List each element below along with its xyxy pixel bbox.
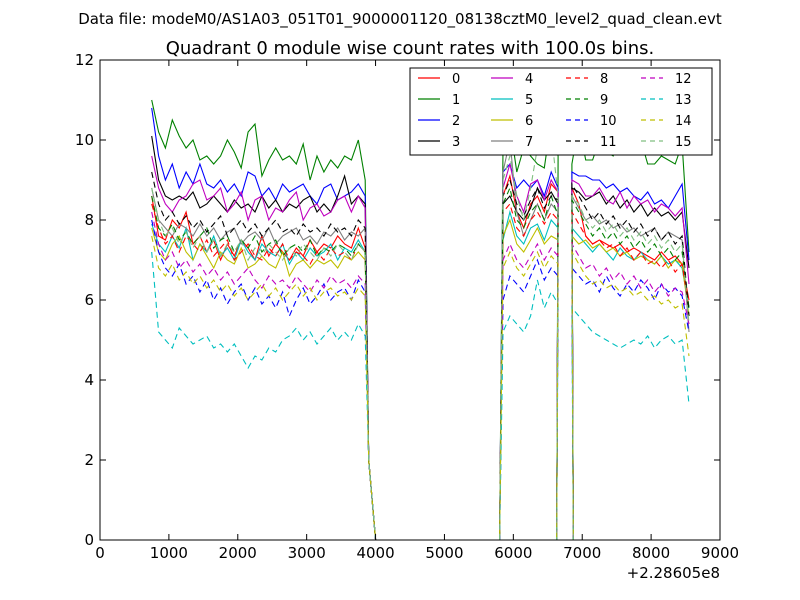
legend-label-0: 0 (452, 72, 460, 87)
y-tick-label-3: 6 (84, 291, 94, 309)
x-tick-label-1: 1000 (150, 544, 188, 562)
legend-label-5: 5 (525, 93, 533, 108)
legend-label-9: 9 (600, 93, 608, 108)
y-tick-label-2: 4 (84, 371, 94, 389)
series-line-6 (151, 218, 690, 541)
x-axis: 0 1000 2000 3000 4000 5000 6000 7000 8000 9000 (95, 60, 739, 562)
x-tick-label-3: 3000 (288, 544, 326, 562)
legend-label-14: 14 (675, 114, 692, 129)
series-line-10 (151, 219, 690, 541)
series-line-11 (151, 171, 690, 541)
chart-title: Quadrant 0 module wise count rates with … (166, 38, 655, 59)
x-tick-label-4: 4000 (356, 544, 394, 562)
legend-label-8: 8 (600, 72, 608, 87)
legend-label-6: 6 (525, 114, 533, 129)
series-line-4 (151, 155, 690, 541)
series-line-5 (151, 209, 690, 541)
x-tick-label-0: 0 (95, 544, 105, 562)
series-line-1 (151, 99, 690, 541)
x-tick-label-9: 9000 (701, 544, 739, 562)
legend-label-13: 13 (675, 93, 692, 108)
x-tick-label-5: 5000 (425, 544, 463, 562)
x-tick-label-8: 8000 (632, 544, 670, 562)
series-line-7 (151, 139, 690, 541)
y-tick-label-4: 8 (84, 211, 94, 229)
x-tick-label-7: 7000 (563, 544, 601, 562)
y-tick-label-1: 2 (84, 451, 94, 469)
y-tick-label-0: 0 (84, 531, 94, 549)
legend-label-7: 7 (525, 135, 533, 150)
series-line-2 (151, 107, 690, 541)
series-line-13 (151, 251, 690, 541)
series-line-3 (151, 135, 690, 541)
x-tick-label-2: 2000 (219, 544, 257, 562)
legend-label-1: 1 (452, 93, 460, 108)
plot-lines (151, 99, 690, 541)
legend-label-10: 10 (600, 114, 617, 129)
series-line-12 (151, 211, 690, 541)
series-line-14 (151, 235, 690, 541)
legend-label-4: 4 (525, 72, 533, 87)
series-line-15 (151, 130, 690, 541)
x-offset-label: +2.28605e8 (627, 564, 720, 582)
series-line-9 (151, 186, 690, 541)
legend-label-2: 2 (452, 114, 460, 129)
y-tick-label-6: 12 (75, 51, 94, 69)
y-tick-label-5: 10 (75, 131, 94, 149)
legend-label-12: 12 (675, 72, 692, 87)
figure-suptitle: Data file: modeM0/AS1A03_051T01_90000011… (78, 10, 722, 29)
x-tick-label-6: 6000 (494, 544, 532, 562)
legend-label-15: 15 (675, 135, 692, 150)
legend-label-3: 3 (452, 135, 460, 150)
series-line-8 (151, 202, 690, 541)
legend-label-11: 11 (600, 135, 617, 150)
